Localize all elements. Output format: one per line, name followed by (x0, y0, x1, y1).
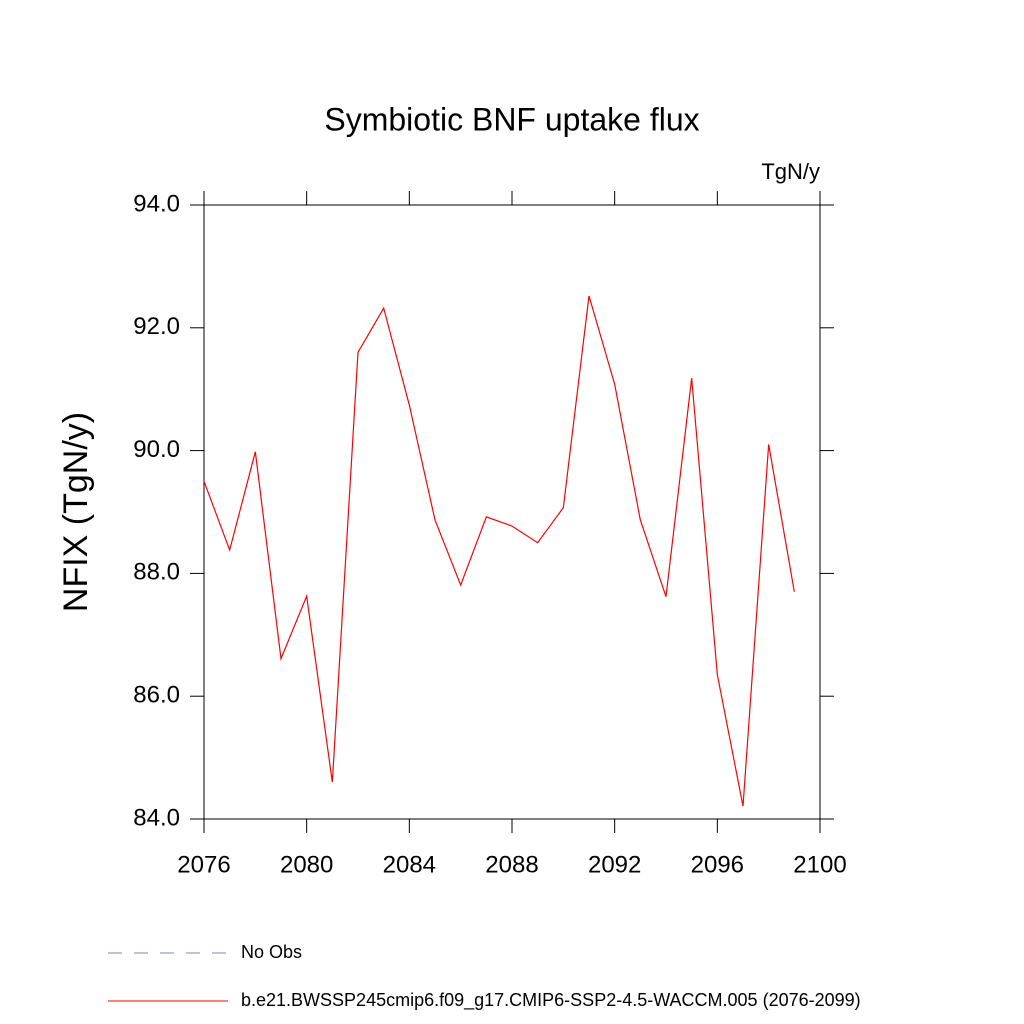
data-line (203, 295, 795, 807)
y-tick-label: 86.0 (133, 682, 180, 709)
x-tick-label: 2088 (485, 851, 538, 878)
x-tick-label: 2080 (280, 851, 333, 878)
units-label: TgN/y (761, 159, 820, 184)
x-tick-label: 2092 (588, 851, 641, 878)
y-tick-label: 94.0 (133, 190, 180, 217)
legend-label: No Obs (241, 942, 302, 962)
y-tick-label: 92.0 (133, 313, 180, 340)
x-tick-label: 2100 (793, 851, 846, 878)
legend-label: b.e21.BWSSP245cmip6.f09_g17.CMIP6-SSP2-4… (241, 990, 861, 1011)
y-tick-label: 90.0 (133, 436, 180, 463)
y-tick-label: 84.0 (133, 804, 180, 831)
x-tick-label: 2084 (383, 851, 436, 878)
y-axis-label: NFIX (TgN/y) (57, 412, 95, 612)
x-tick-label: 2076 (177, 851, 230, 878)
y-tick-label: 88.0 (133, 559, 180, 586)
chart-title: Symbiotic BNF uptake flux (324, 101, 699, 137)
x-tick-label: 2096 (691, 851, 744, 878)
